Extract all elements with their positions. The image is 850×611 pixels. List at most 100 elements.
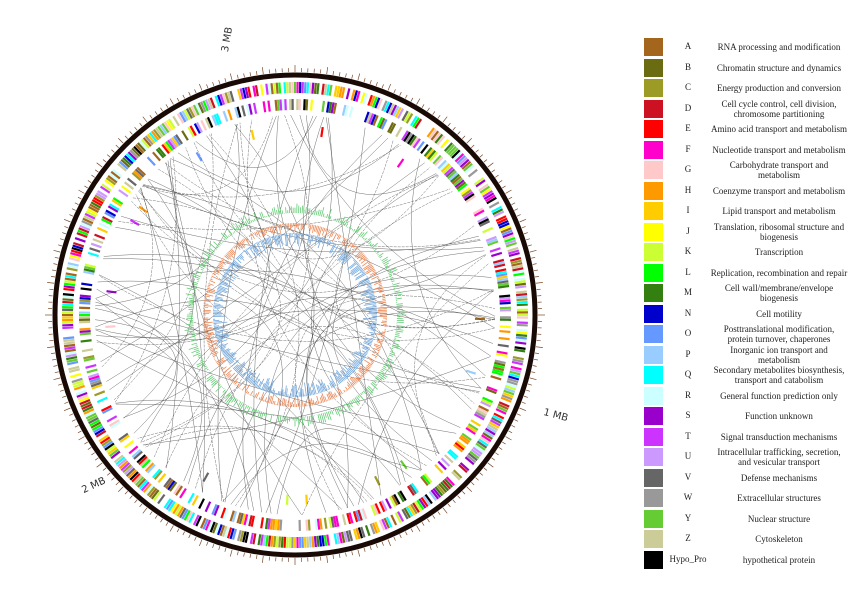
- gene: [89, 419, 101, 427]
- gene: [432, 132, 442, 143]
- tick: [399, 534, 402, 539]
- tick: [447, 122, 451, 127]
- link: [143, 168, 281, 447]
- gene: [492, 368, 504, 374]
- tick: [375, 543, 378, 548]
- gene: [75, 389, 87, 396]
- gene: [492, 208, 504, 216]
- gene: [88, 205, 99, 213]
- tick: [102, 467, 107, 471]
- gene: [311, 536, 315, 548]
- gene: [204, 501, 212, 513]
- gene: [171, 136, 180, 148]
- legend-entry: Q Secondary metabolites biosynthesis, tra…: [640, 365, 845, 386]
- gene: [515, 290, 527, 294]
- gene: [485, 194, 496, 203]
- tick: [224, 547, 227, 552]
- gene: [179, 507, 187, 519]
- gene: [65, 353, 77, 358]
- link: [130, 200, 475, 293]
- tick: [106, 472, 111, 476]
- gene: [82, 217, 94, 225]
- tick: [498, 447, 503, 450]
- tick: [495, 174, 499, 178]
- tick: [375, 82, 378, 87]
- gene: [144, 462, 155, 472]
- gene: [420, 476, 429, 487]
- gene: [494, 263, 506, 269]
- gene: [491, 417, 502, 425]
- gene: [118, 189, 129, 198]
- tick: [523, 395, 528, 398]
- link: [115, 399, 375, 499]
- gene: [369, 523, 376, 535]
- gene: [153, 470, 163, 480]
- legend-code: B: [684, 61, 691, 72]
- gene: [516, 300, 528, 304]
- gene: [461, 189, 472, 198]
- gene: [499, 294, 511, 298]
- gene: [420, 143, 429, 154]
- gene: [421, 474, 431, 485]
- gene: [89, 247, 101, 253]
- gene: [133, 474, 143, 485]
- legend-swatch: [644, 489, 663, 507]
- link: [140, 187, 203, 493]
- gene: [165, 478, 174, 489]
- gene: [79, 294, 91, 298]
- gene: [202, 100, 209, 112]
- legend-description: Cell wall/membrane/envelope biogenesis: [724, 283, 834, 304]
- gene: [463, 162, 473, 172]
- gene: [493, 412, 505, 420]
- gene: [482, 396, 494, 404]
- gene: [118, 432, 129, 441]
- genome-position-label: 2 MB: [80, 475, 107, 496]
- legend-description: Lipid transport and metabolism: [722, 206, 836, 217]
- gene: [362, 93, 369, 105]
- tick: [142, 116, 148, 123]
- gene: [483, 192, 495, 200]
- gene: [491, 251, 503, 258]
- gene: [215, 113, 222, 125]
- gene: [204, 99, 212, 111]
- gene: [95, 430, 107, 438]
- gene: [515, 285, 527, 289]
- tick: [47, 346, 55, 348]
- gene: [499, 299, 511, 303]
- gene: [118, 460, 129, 470]
- tick: [498, 180, 503, 183]
- gene: [366, 112, 372, 124]
- gene: [330, 102, 335, 114]
- legend-description: hypothetical protein: [742, 554, 816, 565]
- gene: [314, 518, 318, 531]
- gene: [213, 504, 220, 516]
- gene: [437, 460, 447, 471]
- tick: [206, 541, 209, 546]
- gene: [508, 375, 520, 381]
- gene: [217, 524, 223, 536]
- gene: [442, 479, 452, 490]
- gene: [336, 86, 341, 98]
- gene: [181, 130, 189, 141]
- tick: [357, 549, 361, 557]
- tick: [182, 94, 185, 99]
- link: [123, 179, 195, 419]
- link: [217, 115, 277, 502]
- gene: [313, 536, 317, 548]
- gene: [515, 336, 527, 340]
- gene: [423, 473, 433, 484]
- gene: [408, 484, 417, 495]
- link: [123, 115, 311, 418]
- legend-swatch: [644, 427, 663, 446]
- tick: [142, 507, 148, 514]
- gene: [100, 405, 112, 412]
- gene: [485, 427, 496, 436]
- gene: [146, 133, 156, 144]
- gene: [440, 138, 450, 149]
- gene: [516, 333, 528, 337]
- legend-description: Replication, recombination and repair: [710, 267, 848, 278]
- tick: [212, 543, 215, 548]
- gene: [410, 482, 419, 494]
- tick: [59, 389, 65, 392]
- gene: [188, 512, 196, 524]
